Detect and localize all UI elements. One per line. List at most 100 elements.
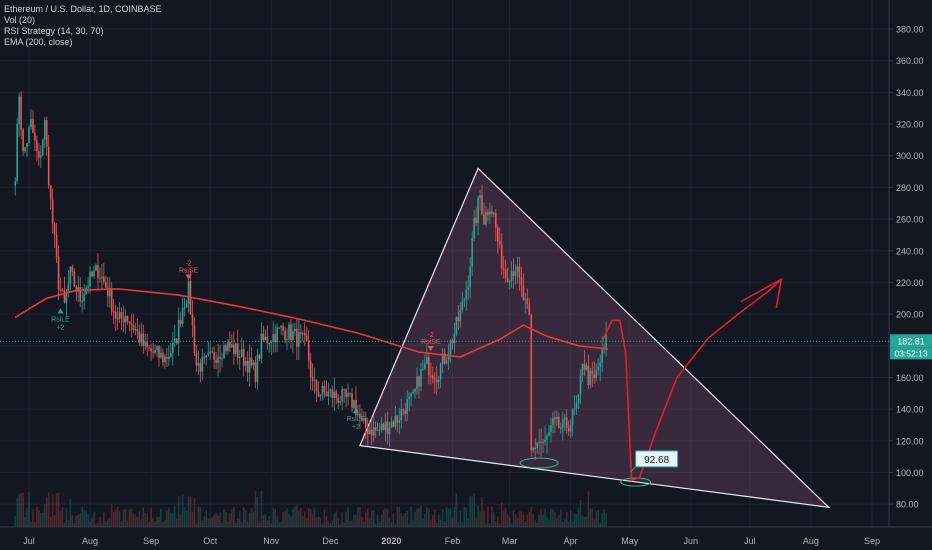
volume-bar bbox=[211, 517, 213, 527]
candle-body bbox=[246, 361, 249, 373]
volume-bar bbox=[114, 509, 117, 527]
x-tick-label: Sep bbox=[864, 536, 880, 546]
volume-bar bbox=[526, 514, 529, 527]
volume-bar bbox=[207, 518, 210, 527]
candle-body bbox=[337, 397, 340, 403]
volume-bar bbox=[14, 516, 17, 527]
triangle-drawing[interactable] bbox=[359, 167, 831, 509]
volume-indicator-label[interactable]: Vol (20) bbox=[4, 15, 36, 25]
candle-body bbox=[325, 392, 328, 397]
volume-bar bbox=[97, 523, 99, 527]
volume-bar bbox=[313, 507, 316, 527]
volume-bar bbox=[79, 512, 82, 527]
volume-bar bbox=[103, 512, 105, 527]
candle-body bbox=[223, 345, 225, 359]
projection-drawings[interactable]: 92.68 bbox=[519, 277, 783, 487]
volume-bar bbox=[40, 513, 42, 527]
candle-body bbox=[116, 318, 119, 320]
candle-body bbox=[561, 419, 564, 428]
candle-body bbox=[130, 323, 133, 326]
candle-body bbox=[591, 370, 594, 374]
rsi-strategy-label[interactable]: RSI Strategy (14, 30, 70) bbox=[4, 26, 104, 36]
candle-body bbox=[71, 266, 74, 272]
volume-bar bbox=[605, 513, 607, 527]
last-price-tag bbox=[890, 334, 932, 348]
volume-bar bbox=[311, 514, 314, 527]
candle-body bbox=[122, 317, 125, 323]
volume-bar bbox=[510, 523, 513, 527]
candle-body bbox=[365, 417, 367, 428]
candle-body bbox=[382, 423, 385, 431]
candle-body bbox=[173, 338, 176, 343]
volume-bar bbox=[577, 507, 580, 527]
candle-body bbox=[301, 333, 304, 335]
volume-bar bbox=[38, 510, 40, 527]
volume-bar bbox=[465, 507, 468, 527]
target-price-label: 92.68 bbox=[644, 455, 669, 466]
candle-body bbox=[475, 217, 477, 224]
candle-body bbox=[264, 336, 267, 341]
volume-bar bbox=[473, 493, 475, 527]
candle-body bbox=[376, 430, 379, 432]
volume-bar bbox=[160, 508, 162, 527]
volume-bar bbox=[443, 520, 446, 527]
candle-body bbox=[556, 416, 558, 420]
y-tick-label: 320.00 bbox=[896, 120, 924, 130]
target-price-box bbox=[635, 450, 679, 468]
candle-body bbox=[231, 344, 233, 348]
candle-body bbox=[321, 385, 324, 396]
volume-bar bbox=[591, 509, 594, 527]
x-tick-label: Apr bbox=[564, 536, 578, 546]
volume-bar bbox=[502, 511, 505, 527]
y-tick-label: 160.00 bbox=[896, 373, 924, 383]
candle-body bbox=[565, 417, 568, 428]
candle-body bbox=[457, 316, 460, 322]
volume-bar bbox=[156, 517, 158, 527]
volume-bar bbox=[402, 515, 405, 527]
volume-bar bbox=[260, 491, 263, 527]
volume-bar bbox=[288, 514, 290, 527]
candle-body bbox=[345, 389, 347, 398]
x-tick-label: Nov bbox=[263, 536, 280, 546]
volume-bar bbox=[138, 511, 141, 527]
x-tick-label: Dec bbox=[322, 536, 339, 546]
volume-bar bbox=[36, 506, 38, 527]
volume-bar bbox=[475, 517, 477, 527]
candle-body bbox=[528, 304, 531, 315]
candle-body bbox=[177, 319, 180, 344]
volume-bar bbox=[286, 508, 288, 527]
symbol-title[interactable]: Ethereum / U.S. Dollar, 1D, COINBASE bbox=[4, 4, 162, 14]
candle-body bbox=[47, 146, 50, 186]
candle-body bbox=[274, 334, 277, 343]
volume-bar bbox=[437, 514, 440, 527]
candle-body bbox=[38, 151, 40, 158]
candle-body bbox=[422, 369, 424, 371]
candle-body bbox=[114, 311, 117, 319]
volume-bar bbox=[599, 522, 601, 527]
candle-body bbox=[465, 289, 468, 300]
volume-bar bbox=[563, 519, 566, 527]
candle-body bbox=[61, 290, 64, 292]
time-axis[interactable]: Jul Aug Sep Oct Nov Dec 2020 Feb Mar Apr May Jun Jul… bbox=[23, 536, 880, 546]
volume-bar bbox=[272, 507, 275, 527]
candle-body bbox=[221, 358, 223, 360]
volume-bar bbox=[361, 517, 363, 527]
x-tick-label: Feb bbox=[445, 536, 461, 546]
price-axis[interactable]: 80.00100.00120.00140.00160.00180.00200.0… bbox=[889, 25, 924, 510]
volume-bar bbox=[303, 511, 306, 527]
ema-indicator-label[interactable]: EMA (200, close) bbox=[4, 37, 73, 47]
volume-bar bbox=[152, 517, 154, 527]
volume-bar bbox=[323, 509, 326, 527]
volume-bar bbox=[587, 491, 590, 527]
volume-bar bbox=[197, 506, 200, 527]
signal-arrow bbox=[427, 345, 434, 351]
volume-bar bbox=[424, 513, 426, 527]
signal-count: +2 bbox=[57, 324, 65, 331]
volume-bar bbox=[75, 515, 78, 527]
candle-body bbox=[211, 351, 213, 353]
volume-bar bbox=[575, 513, 578, 527]
volume-bar bbox=[559, 509, 562, 527]
volume-bar bbox=[229, 512, 231, 527]
volume-bar bbox=[585, 516, 588, 527]
